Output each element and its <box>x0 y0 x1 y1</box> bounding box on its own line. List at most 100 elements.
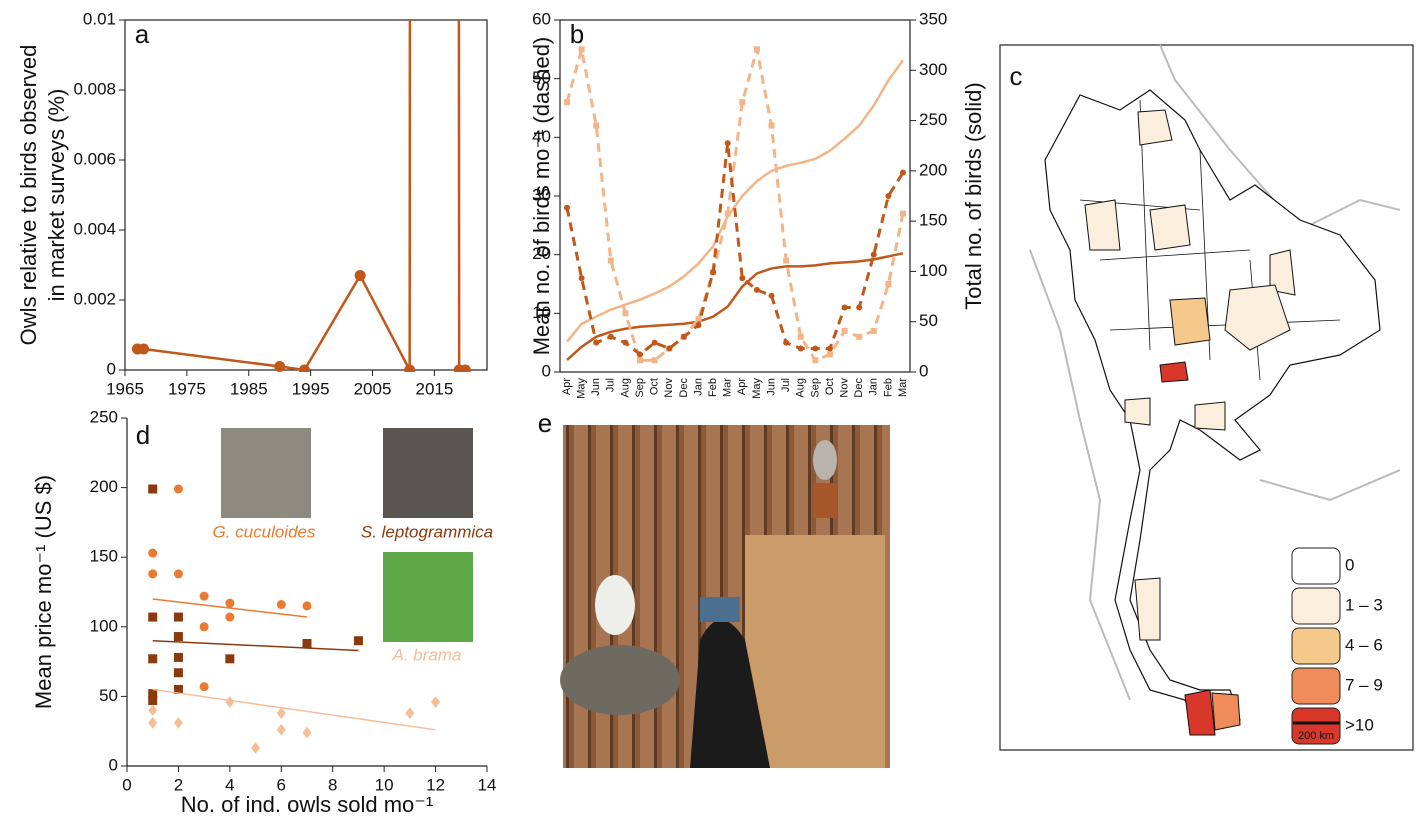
marker <box>225 696 234 708</box>
marker <box>277 724 286 736</box>
marker <box>355 270 366 281</box>
marker <box>798 334 804 340</box>
y2-tick-label: 250 <box>919 110 947 129</box>
marker <box>354 636 363 645</box>
y-tick-label: 50 <box>99 686 118 705</box>
marker <box>593 123 599 129</box>
marker <box>842 304 848 310</box>
marker <box>652 340 658 346</box>
y2-tick-label: 150 <box>919 211 947 230</box>
marker <box>174 632 183 641</box>
x-tick-label: 1965 <box>106 379 144 398</box>
marker <box>812 346 818 352</box>
marker <box>725 211 731 217</box>
x-tick-label: Feb <box>882 378 894 397</box>
y-tick-label: 0.004 <box>73 219 116 238</box>
marker <box>579 275 585 281</box>
x-tick-label: Jul <box>605 378 617 392</box>
marker <box>148 717 157 729</box>
marker <box>174 668 183 677</box>
marker <box>148 569 157 578</box>
legend-label: A. brama <box>392 645 462 664</box>
figure: 00.0020.0040.0060.0080.01196519751985199… <box>0 0 1421 820</box>
x-tick-label: Aug <box>795 378 807 398</box>
marker <box>637 351 643 357</box>
x-tick-label: 2015 <box>415 379 453 398</box>
x-tick-label: May <box>576 378 588 399</box>
x-tick-label: 0 <box>122 775 131 794</box>
marker <box>431 696 440 708</box>
marker <box>138 344 149 355</box>
marker <box>564 99 570 105</box>
x-tick-label: 1995 <box>292 379 330 398</box>
x-tick-label: Jun <box>590 378 602 396</box>
marker <box>274 361 285 372</box>
y-axis-label: Mean price mo⁻¹ (US $) <box>31 475 56 709</box>
x-tick-label: Apr <box>561 378 573 395</box>
photo <box>560 425 890 768</box>
marker <box>148 549 157 558</box>
marker <box>827 346 833 352</box>
x-tick-label: Oct <box>824 378 836 395</box>
marker <box>783 258 789 264</box>
trend-line <box>153 641 359 651</box>
marker <box>174 717 183 729</box>
marker <box>564 205 570 211</box>
marker <box>739 99 745 105</box>
y-tick-label: 0.006 <box>73 149 116 168</box>
marker <box>303 639 312 648</box>
panel-label: c <box>1010 61 1023 91</box>
x-tick-label: Apr <box>736 378 748 395</box>
marker <box>404 365 415 376</box>
x-tick-label: 1975 <box>168 379 206 398</box>
marker <box>885 281 891 287</box>
y-axis-label: in market surveys (%) <box>44 89 69 302</box>
marker <box>856 334 862 340</box>
y-tick-label: 0 <box>107 359 116 378</box>
x-tick-label: Jun <box>765 378 777 396</box>
marker <box>798 346 804 352</box>
marker <box>174 613 183 622</box>
map <box>1030 45 1400 735</box>
panel-label: b <box>570 19 584 49</box>
marker <box>739 275 745 281</box>
marker <box>148 654 157 663</box>
y2-tick-label: 100 <box>919 261 947 280</box>
marker <box>827 351 833 357</box>
x-tick-label: Aug <box>619 378 631 398</box>
marker <box>710 269 716 275</box>
legend-label: 4 – 6 <box>1345 635 1383 654</box>
x-tick-label: May <box>751 378 763 399</box>
marker <box>637 357 643 363</box>
marker <box>174 569 183 578</box>
x-tick-label: 2005 <box>354 379 392 398</box>
marker <box>812 357 818 363</box>
marker <box>303 727 312 739</box>
trend-line <box>153 689 436 729</box>
marker <box>277 707 286 719</box>
legend-swatch <box>1292 668 1340 704</box>
marker <box>405 707 414 719</box>
y2-tick-label: 350 <box>919 9 947 28</box>
marker <box>754 46 760 52</box>
plot-area <box>564 46 906 363</box>
marker <box>900 170 906 176</box>
owl-photo <box>383 428 473 518</box>
legend-label: 1 – 3 <box>1345 595 1383 614</box>
panel-label: d <box>136 420 150 450</box>
y-tick-label: 0.01 <box>83 9 116 28</box>
owl-photo <box>221 428 311 518</box>
y2-tick-label: 300 <box>919 60 947 79</box>
y-tick-label: 150 <box>90 547 118 566</box>
x-tick-label: Sep <box>809 378 821 398</box>
marker <box>871 252 877 258</box>
y-tick-label: 0 <box>109 755 118 774</box>
legend-label: 7 – 9 <box>1345 675 1383 694</box>
y2-tick-label: 50 <box>919 311 938 330</box>
x-tick-label: Sep <box>634 378 646 398</box>
x-tick-label: Dec <box>853 378 865 398</box>
marker <box>225 613 234 622</box>
legend-swatch <box>1292 548 1340 584</box>
y2-tick-label: 200 <box>919 160 947 179</box>
y-tick-label: 60 <box>532 9 551 28</box>
